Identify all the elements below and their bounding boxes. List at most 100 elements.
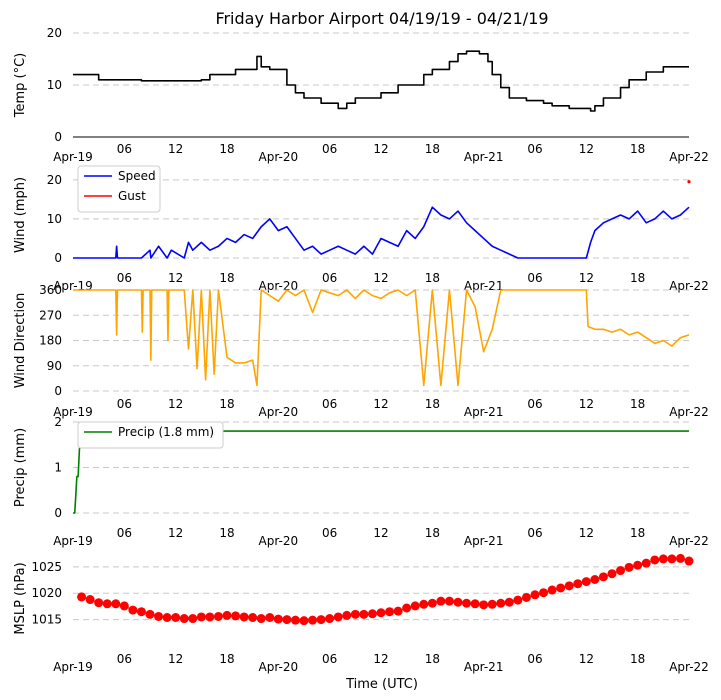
x-tick-label: 18 [219, 142, 234, 156]
x-tick-label: Apr-22 [669, 405, 709, 419]
x-tick-label: 18 [219, 397, 234, 411]
x-tick-label: Apr-20 [259, 279, 299, 293]
data-point [462, 598, 472, 608]
data-point [85, 595, 95, 605]
data-point [111, 599, 121, 609]
x-tick-label: 12 [168, 526, 183, 540]
y-tick-label: 10 [47, 78, 62, 92]
y-tick-label: 1020 [31, 586, 62, 600]
x-tick-label: Apr-19 [53, 150, 93, 164]
x-tick-label: 06 [527, 142, 542, 156]
x-tick-label: 06 [117, 526, 132, 540]
data-point [444, 596, 454, 606]
x-tick-label: Apr-19 [53, 534, 93, 548]
data-point [128, 605, 138, 615]
data-point [564, 581, 574, 591]
data-point [205, 612, 215, 622]
x-tick-label: 12 [373, 526, 388, 540]
data-point [581, 577, 591, 587]
series-gust-point [687, 180, 691, 184]
x-tick-label: 18 [425, 271, 440, 285]
data-point [633, 560, 643, 570]
data-point [188, 614, 198, 624]
x-tick-label: 06 [117, 397, 132, 411]
x-tick-label: 12 [373, 271, 388, 285]
x-tick-label: Apr-21 [464, 150, 504, 164]
y-tick-label: 1025 [31, 560, 62, 574]
data-point [350, 609, 360, 619]
y-tick-label: 0 [54, 251, 62, 265]
x-tick-label: 06 [527, 652, 542, 666]
x-tick-label: Apr-21 [464, 660, 504, 674]
y-tick-label: 20 [47, 26, 62, 40]
data-point [684, 556, 694, 566]
data-point [171, 613, 181, 622]
data-point [273, 614, 283, 624]
x-tick-label: 18 [219, 652, 234, 666]
y-tick-label: 1015 [31, 613, 62, 627]
x-tick-label: Apr-19 [53, 660, 93, 674]
data-point [342, 610, 352, 620]
data-point [94, 598, 104, 608]
x-tick-label: 18 [425, 397, 440, 411]
data-point [393, 606, 403, 616]
x-tick-label: 18 [425, 142, 440, 156]
series-speed-line [73, 206, 690, 259]
y-tick-label: 1 [54, 461, 62, 475]
y-tick-label: 90 [47, 359, 62, 373]
data-point [248, 613, 258, 622]
y-tick-label: 0 [54, 506, 62, 520]
x-tick-label: 06 [322, 271, 337, 285]
x-tick-label: 06 [322, 526, 337, 540]
data-point [299, 616, 309, 626]
data-point [590, 575, 600, 584]
data-point [367, 609, 377, 619]
data-point [325, 614, 335, 624]
data-point [513, 595, 523, 605]
x-tick-label: 12 [168, 397, 183, 411]
data-point [607, 569, 617, 579]
data-point [650, 555, 660, 565]
x-tick-label: 18 [630, 397, 645, 411]
x-tick-label: 12 [373, 397, 388, 411]
x-tick-label: 18 [425, 652, 440, 666]
x-tick-label: 18 [219, 271, 234, 285]
y-tick-label: 0 [54, 384, 62, 398]
y-tick-label: 10 [47, 212, 62, 226]
y-axis-label: MSLP (hPa) [13, 562, 28, 634]
x-tick-label: 12 [579, 142, 594, 156]
data-point [256, 614, 266, 624]
x-tick-label: 12 [373, 652, 388, 666]
y-tick-label: 360 [39, 283, 62, 297]
y-tick-label: 20 [47, 173, 62, 187]
y-tick-label: 0 [54, 130, 62, 144]
x-axis-label: Time (UTC) [345, 677, 418, 692]
data-point [265, 613, 275, 622]
data-point [504, 597, 514, 607]
x-tick-label: Apr-22 [669, 150, 709, 164]
data-point [231, 611, 241, 621]
data-point [479, 600, 489, 610]
x-tick-label: 06 [117, 271, 132, 285]
panel-dir: 0 90 180 270 360 Wind Direction Apr-19 06 12 18 Ap… [13, 283, 709, 419]
legend-label: Gust [118, 189, 146, 203]
data-point [119, 601, 129, 611]
x-tick-label: 18 [630, 652, 645, 666]
data-point [402, 603, 412, 613]
x-tick-label: Apr-20 [259, 534, 299, 548]
data-point [316, 615, 326, 625]
x-tick-label: Apr-20 [259, 660, 299, 674]
data-point [102, 599, 112, 609]
x-tick-label: Apr-21 [464, 279, 504, 293]
data-point [222, 610, 232, 620]
data-point [487, 599, 497, 609]
x-tick-label: 12 [579, 526, 594, 540]
data-point [162, 613, 172, 622]
x-tick-label: 06 [322, 397, 337, 411]
x-tick-label: 12 [168, 142, 183, 156]
x-tick-label: 18 [425, 526, 440, 540]
